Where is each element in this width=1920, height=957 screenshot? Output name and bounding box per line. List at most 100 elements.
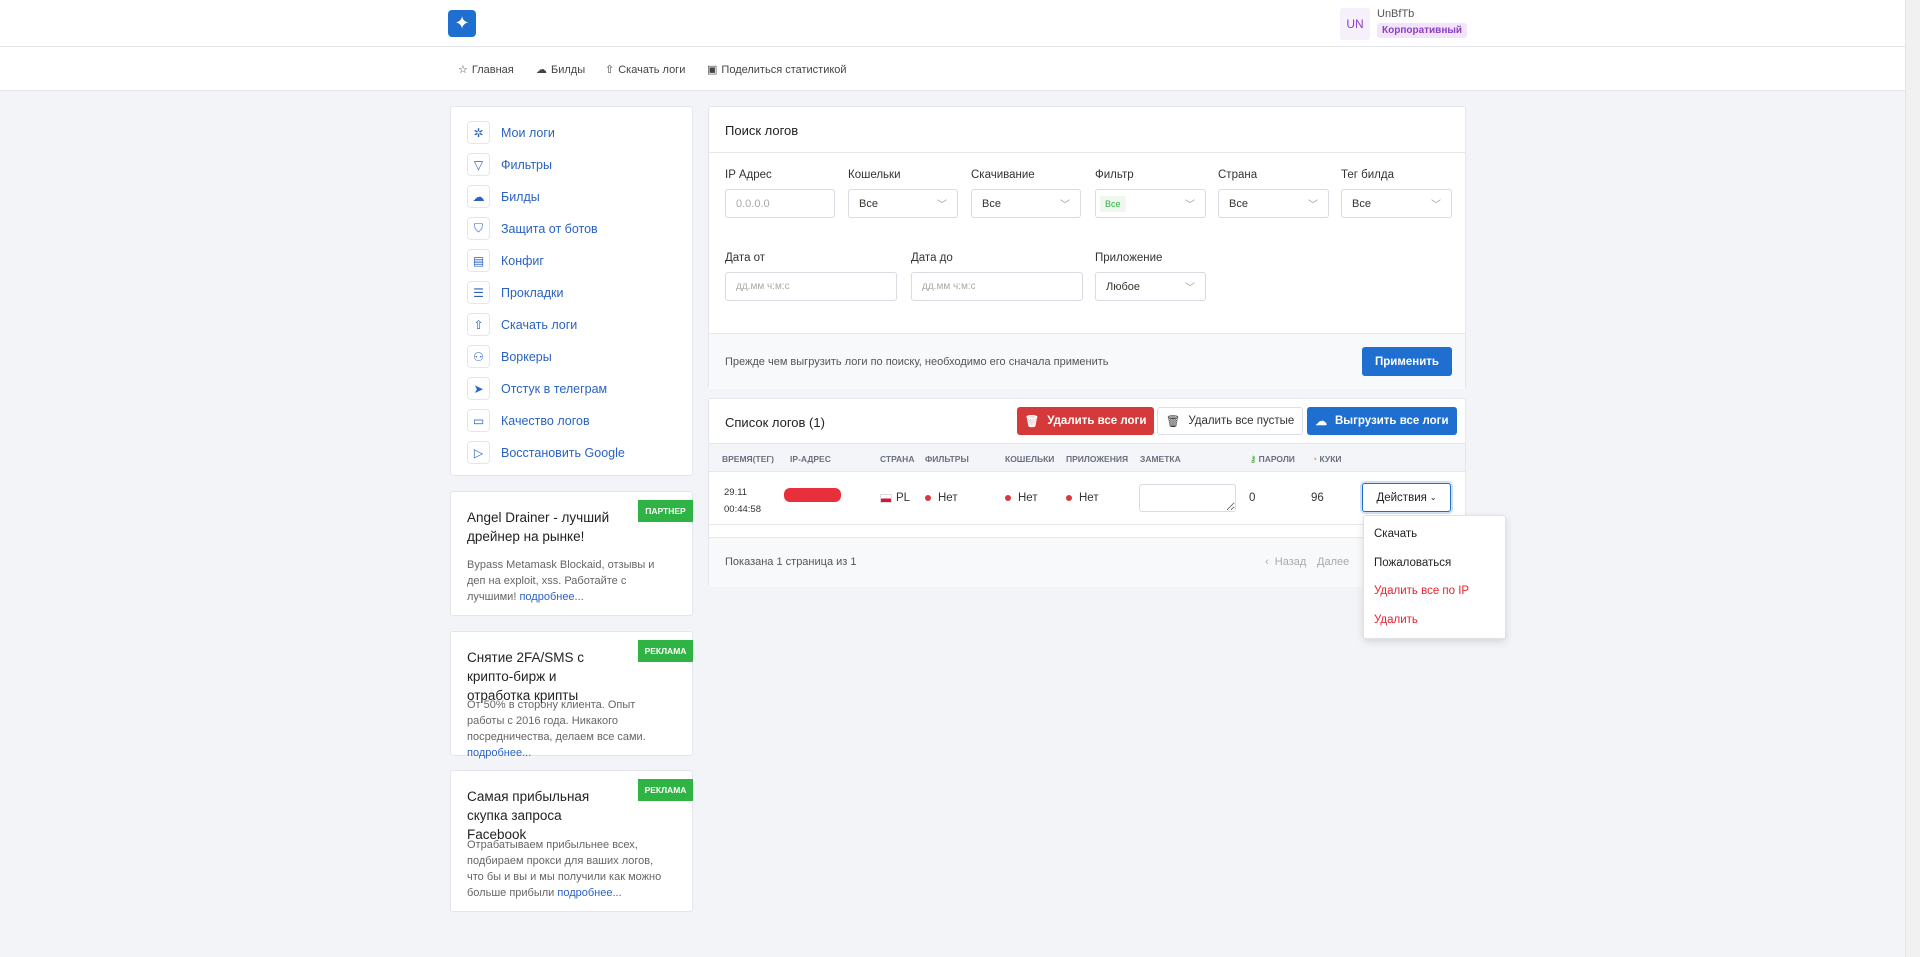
sidebar-item-download-logs[interactable]: ⇧ Скачать логи	[467, 313, 577, 336]
sidebar-label: Конфиг	[501, 253, 544, 268]
placeholder: дд.мм ч:м:с	[922, 281, 976, 292]
avatar[interactable]: UN	[1340, 8, 1370, 40]
chevron-down-icon: ﹀	[1308, 200, 1318, 211]
button-label: Действия	[1376, 491, 1427, 504]
ad-body: Отрабатываем прибыльнее всех, подбираем …	[467, 837, 667, 901]
sidebar-item-proxies[interactable]: ☰ Прокладки	[467, 281, 564, 304]
sidebar-label: Скачать логи	[501, 317, 578, 332]
ad-text: Bypass Metamask Blockaid, отзывы и деп н…	[467, 559, 655, 603]
chevron-down-icon: ﹀	[937, 200, 947, 211]
row-wallets: Нет	[1005, 492, 1038, 504]
prev-button[interactable]: ‹ Назад	[1265, 556, 1307, 568]
delete-all-button[interactable]: 🗑 Удалить все логи	[1017, 407, 1154, 435]
menu-item-download[interactable]: Скачать	[1374, 528, 1418, 540]
sidebar-item-workers[interactable]: ⚇ Воркеры	[467, 345, 552, 368]
build-tag-select[interactable]: Все ﹀	[1341, 189, 1452, 218]
filter-select[interactable]: Все ﹀	[1095, 189, 1206, 218]
chart-monitor-icon: ▭	[467, 409, 490, 432]
users-icon: ⚇	[467, 345, 490, 368]
ad-title: Angel Drainer - лучший дрейнер на рынке!	[467, 508, 679, 546]
app-select[interactable]: Любое ﹀	[1095, 272, 1206, 301]
cookie-icon: ◔	[1312, 454, 1318, 464]
trash-icon: 🗑	[1024, 416, 1040, 428]
search-hint: Прежде чем выгрузить логи по поиску, нео…	[725, 356, 1109, 368]
nav-home[interactable]: ☆ Главная	[458, 63, 514, 77]
shield-icon: ⛉	[467, 217, 490, 240]
cloud-upload-icon: ☁	[1315, 416, 1327, 428]
ad-card[interactable]: РЕКЛАМА Самая прибыльная скупка запроса …	[450, 770, 693, 912]
prev-label: Назад	[1274, 556, 1307, 568]
export-all-button[interactable]: ☁ Выгрузить все логи	[1307, 407, 1457, 435]
sidebar-item-config[interactable]: ▤ Конфиг	[467, 249, 544, 272]
next-button[interactable]: Далее	[1317, 556, 1350, 568]
sidebar-item-filters[interactable]: ▽ Фильтры	[467, 153, 552, 176]
ip-input[interactable]: 0.0.0.0	[725, 189, 835, 218]
menu-item-delete[interactable]: Удалить	[1374, 614, 1418, 626]
sidebar-item-quality[interactable]: ▭ Качество логов	[467, 409, 590, 432]
server-icon: ☰	[467, 281, 490, 304]
sidebar-item-telegram[interactable]: ➤ Отстук в телеграм	[467, 377, 607, 400]
sidebar: ✲ Мои логи ▽ Фильтры ☁ Билды ⛉ Защита от бот…	[450, 106, 693, 476]
date-to-input[interactable]: дд.мм ч:м:с	[911, 272, 1083, 301]
logo[interactable]: ✦	[448, 10, 476, 37]
download-select[interactable]: Все ﹀	[971, 189, 1081, 218]
trash-icon: 🗑	[1165, 416, 1181, 428]
scrollbar[interactable]	[1905, 0, 1920, 957]
col-filters: ФИЛЬТРЫ	[925, 454, 969, 464]
menu-item-delete-all-by-ip[interactable]: Удалить все по IP	[1374, 585, 1470, 597]
date-from-label: Дата от	[725, 252, 766, 264]
chevron-down-icon: ﹀	[1185, 283, 1195, 294]
nav-label: Билды	[551, 63, 586, 76]
ad-card[interactable]: ПАРТНЕР Angel Drainer - лучший дрейнер н…	[450, 491, 693, 616]
more-link[interactable]: подробнее...	[519, 591, 584, 603]
plan-badge: Корпоративный	[1377, 23, 1468, 38]
sidebar-item-builds[interactable]: ☁ Билды	[467, 185, 540, 208]
more-link[interactable]: подробнее...	[557, 887, 622, 899]
divider	[709, 524, 1465, 525]
apply-button[interactable]: Применить	[1362, 347, 1452, 376]
nav-builds[interactable]: ☁ Билды	[536, 63, 586, 77]
wallets-select[interactable]: Все ﹀	[848, 189, 958, 218]
actions-dropdown: Скачать Пожаловаться Удалить все по IP У…	[1363, 515, 1506, 639]
username: UnBfTb	[1377, 8, 1415, 20]
date-to-label: Дата до	[911, 252, 953, 264]
col-wallets: КОШЕЛЬКИ	[1005, 454, 1055, 464]
redacted-ip	[784, 488, 841, 502]
star-icon: ☆	[458, 64, 468, 76]
ad-title: Самая прибыльная скупка запроса Facebook	[467, 787, 679, 844]
status-dot	[1005, 494, 1011, 501]
more-link[interactable]: подробнее...	[467, 747, 532, 759]
top-bar	[0, 0, 1905, 47]
ad-card[interactable]: РЕКЛАМА Снятие 2FA/SMS с крипто-бирж и о…	[450, 631, 693, 759]
upload-icon: ⇧	[467, 313, 490, 336]
delete-empty-button[interactable]: 🗑 Удалить все пустые	[1157, 407, 1303, 435]
flag-pl-icon	[880, 493, 892, 503]
nav-download-logs[interactable]: ⇧ Скачать логи	[605, 63, 685, 77]
ad-title: Снятие 2FA/SMS с крипто-бирж и отработка…	[467, 648, 679, 705]
nav-share-stats[interactable]: ▣ Поделиться статистикой	[707, 63, 847, 77]
note-textarea[interactable]	[1139, 484, 1236, 512]
file-icon: ▤	[467, 249, 490, 272]
placeholder: дд.мм ч:м:с	[736, 281, 790, 292]
col-note: ЗАМЕТКА	[1140, 454, 1181, 464]
country-label: Страна	[1218, 169, 1258, 181]
nav-label: Главная	[471, 63, 514, 76]
actions-button[interactable]: Действия ⌄	[1362, 483, 1451, 512]
send-icon: ➤	[467, 377, 490, 400]
nav-bar	[0, 47, 1905, 91]
sidebar-item-bot-protection[interactable]: ⛉ Защита от ботов	[467, 217, 598, 240]
list-title: Список логов (1)	[725, 415, 825, 430]
filter-tag: Все	[1100, 195, 1126, 212]
date-from-input[interactable]: дд.мм ч:м:с	[725, 272, 897, 301]
button-label: Удалить все пустые	[1188, 415, 1295, 427]
sidebar-item-my-logs[interactable]: ✲ Мои логи	[467, 121, 555, 144]
sidebar-item-restore-google[interactable]: ▷ Восстановить Google	[467, 441, 625, 464]
table-header	[709, 443, 1465, 472]
ip-label: IP Адрес	[725, 169, 772, 181]
ad-title-text: Самая прибыльная скупка запроса Facebook	[467, 789, 590, 842]
country-select[interactable]: Все ﹀	[1218, 189, 1329, 218]
col-label: ПАРОЛИ	[1258, 454, 1295, 464]
sidebar-label: Восстановить Google	[501, 445, 625, 460]
pagination-info: Показана 1 страница из 1	[725, 556, 857, 568]
menu-item-report[interactable]: Пожаловаться	[1374, 557, 1452, 569]
